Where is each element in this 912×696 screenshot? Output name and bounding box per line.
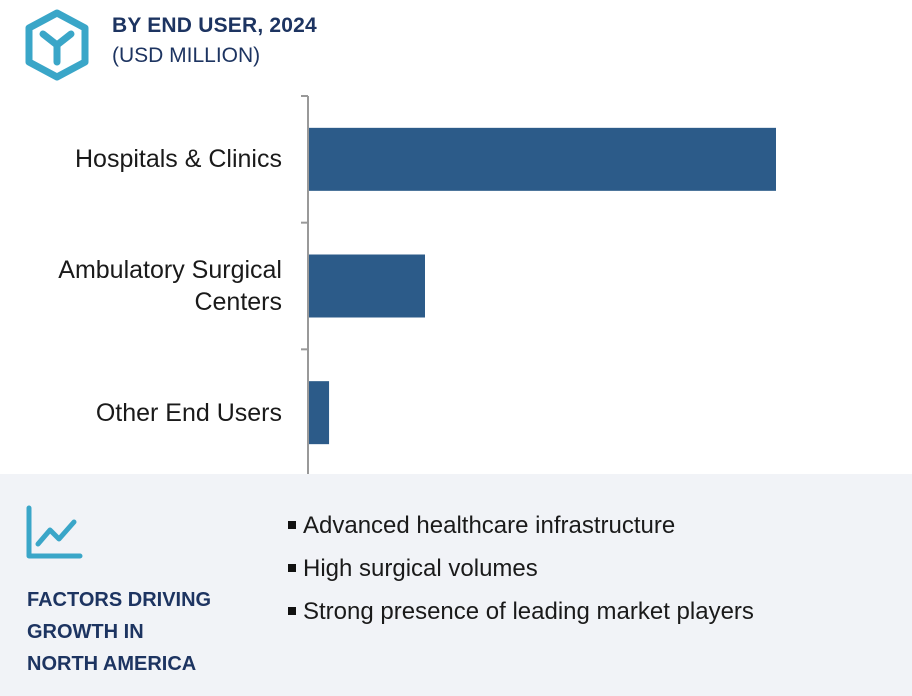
factor-text: Strong presence of leading market player… [303, 597, 754, 625]
line-chart-growth-icon [26, 505, 83, 559]
bar-chart [301, 95, 776, 477]
chart-subtitle: (USD MILLION) [112, 44, 261, 67]
bar [309, 127, 776, 191]
hexagon-y-logo-icon [25, 9, 89, 81]
bar [309, 254, 425, 318]
factors-title: FACTORS DRIVING GROWTH IN NORTH AMERICA [27, 584, 257, 680]
bullet-square-icon [288, 606, 296, 615]
factor-text: Advanced healthcare infrastructure [303, 511, 676, 539]
category-label-line: Ambulatory Surgical [58, 256, 282, 284]
category-label-line: Other End Users [95, 398, 282, 427]
category-label-line: Hospitals & Clinics [74, 145, 282, 174]
category-label: Ambulatory Surgical Centers [2, 254, 282, 318]
factor-item: Strong presence of leading market player… [288, 590, 754, 633]
factors-panel: FACTORS DRIVING GROWTH IN NORTH AMERICA … [0, 474, 912, 696]
factors-title-line: NORTH AMERICA [27, 653, 197, 675]
factor-item: High surgical volumes [288, 547, 754, 590]
factor-text: High surgical volumes [303, 554, 538, 582]
factors-title-line: GROWTH IN [27, 621, 144, 643]
bullet-square-icon [288, 520, 296, 529]
category-label: Hospitals & Clinics [2, 143, 282, 175]
bar [309, 381, 330, 445]
factors-list: Advanced healthcare infrastructure High … [288, 504, 754, 633]
bullet-square-icon [288, 563, 296, 572]
category-label: Other End Users [2, 397, 282, 429]
factor-item: Advanced healthcare infrastructure [288, 504, 754, 547]
factors-title-line: FACTORS DRIVING [27, 589, 212, 611]
chart-title: BY END USER, 2024 [112, 14, 317, 37]
category-label-line: Centers [194, 288, 282, 316]
